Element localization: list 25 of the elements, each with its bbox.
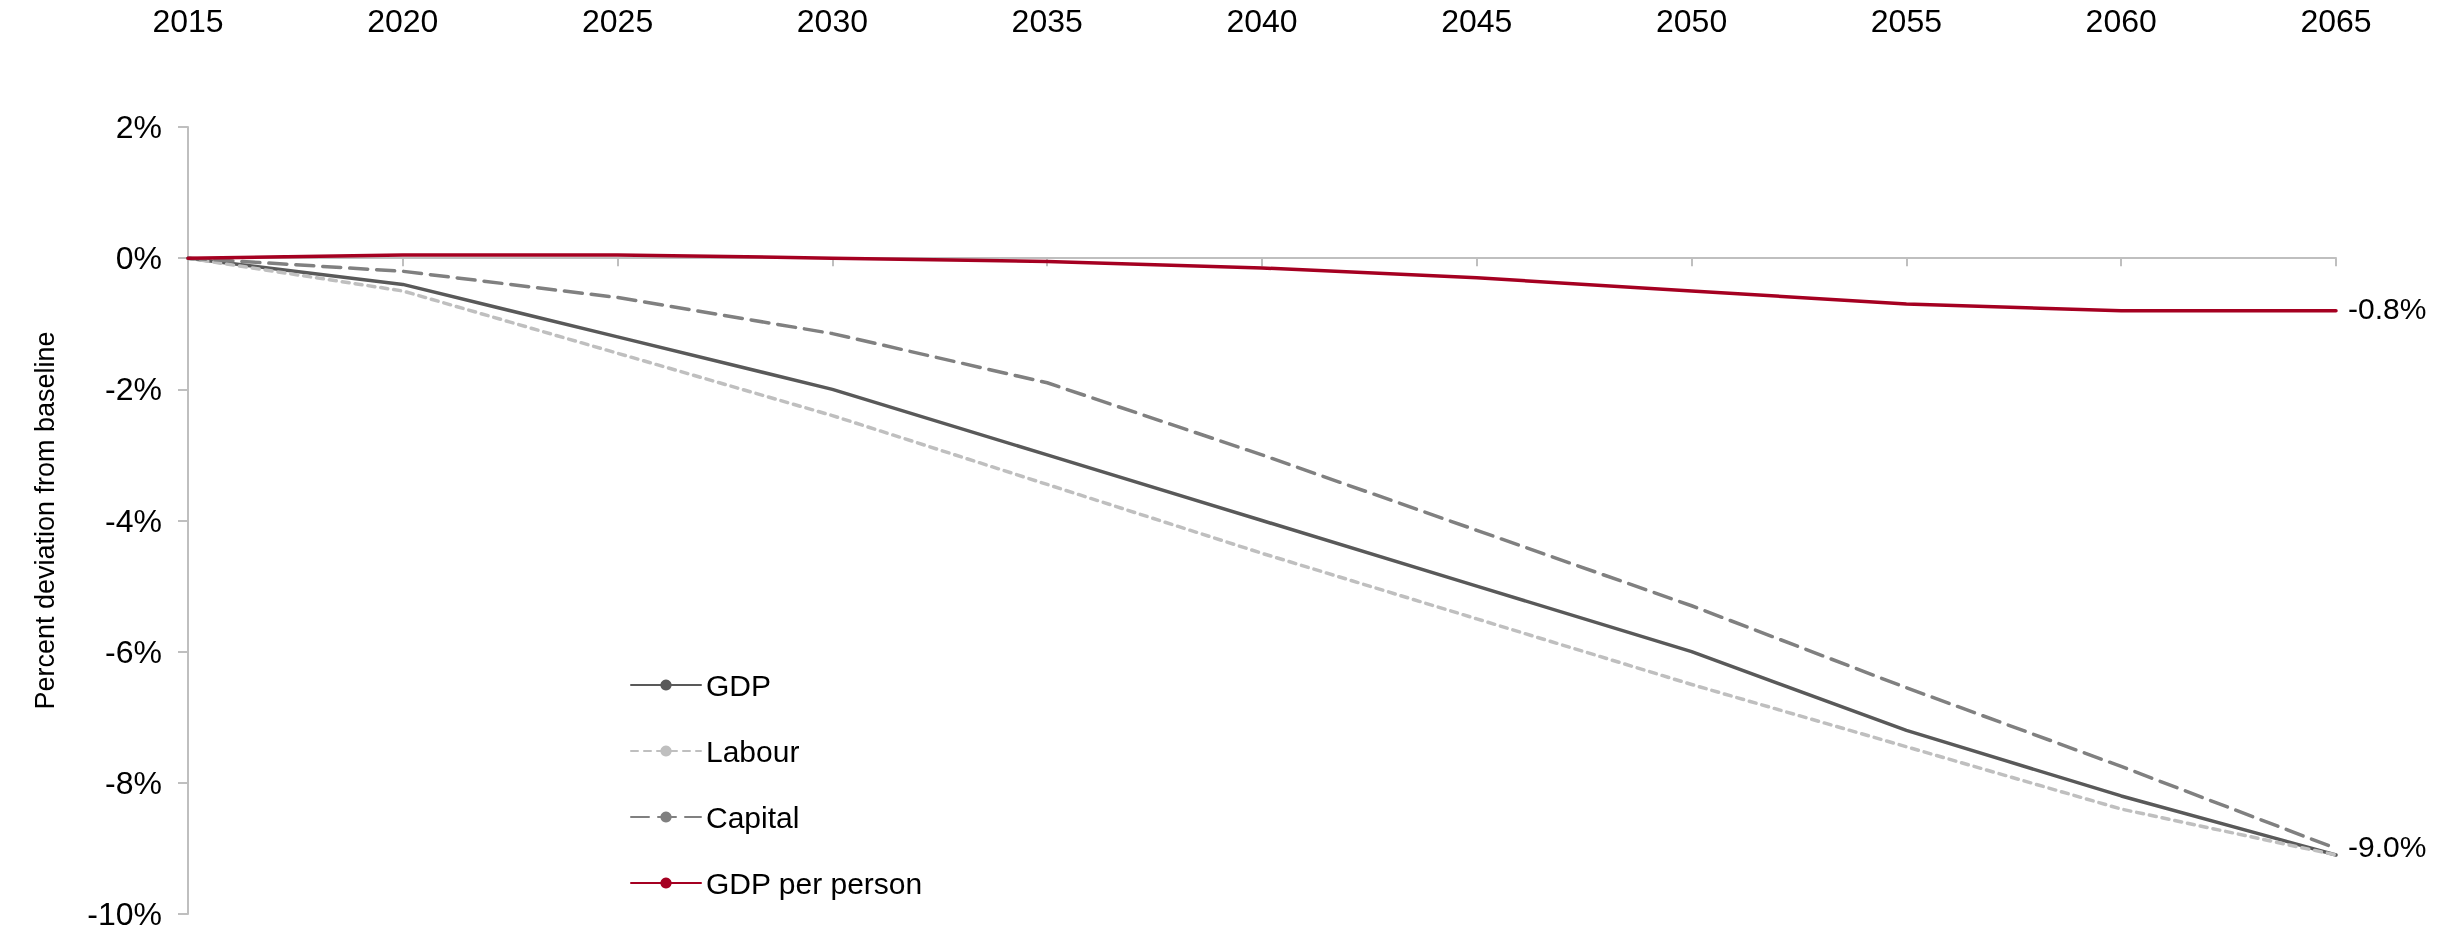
annotation: -0.8% xyxy=(2348,292,2427,326)
x-tick-label: 2015 xyxy=(152,3,224,39)
x-tick-label: 2025 xyxy=(582,3,654,39)
x-tick-label: 2030 xyxy=(796,3,868,39)
x-tick-label: 2050 xyxy=(1656,3,1728,39)
x-tick-label: 2055 xyxy=(1870,3,1942,39)
x-tick-label: 2020 xyxy=(367,3,439,39)
legend-label: Labour xyxy=(706,734,800,768)
legend-label: GDP xyxy=(706,668,772,702)
x-tick-label: 2040 xyxy=(1226,3,1298,39)
y-tick-label: -2% xyxy=(105,371,162,408)
legend-label: Capital xyxy=(706,800,800,834)
y-tick-label: -10% xyxy=(87,896,162,932)
y-tick-label: 0% xyxy=(115,240,162,277)
y-tick-label: -8% xyxy=(105,764,162,801)
y-axis-title: Percent deviation from baseline xyxy=(29,331,60,710)
x-tick-label: 2060 xyxy=(2085,3,2157,39)
y-tick-label: -4% xyxy=(105,502,162,539)
annotation: -9.0% xyxy=(2348,829,2427,863)
x-tick-label: 2035 xyxy=(1011,3,1083,39)
x-tick-label: 2045 xyxy=(1441,3,1513,39)
legend-label: GDP per person xyxy=(706,866,923,900)
x-tick-label: 2065 xyxy=(2300,3,2372,39)
y-tick-label: 2% xyxy=(115,109,162,145)
y-tick-label: -6% xyxy=(105,633,162,670)
